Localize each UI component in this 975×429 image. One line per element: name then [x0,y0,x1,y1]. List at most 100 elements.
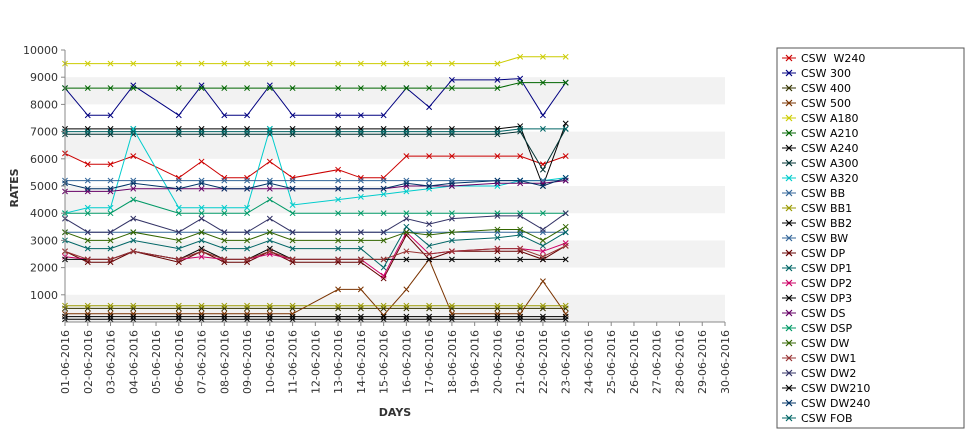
legend-marker [785,114,793,122]
data-point [357,305,364,312]
legend-marker [785,69,793,77]
data-point [448,153,455,160]
legend-label: CSW A180 [801,112,859,125]
x-tick-label: 05-06-2016 [150,330,163,394]
series-line [65,128,566,133]
data-point [198,125,205,132]
legend-marker [785,384,793,392]
data-point [357,174,364,181]
legend-label: CSW BB2 [801,217,852,230]
data-point [357,210,364,217]
data-point [539,125,546,132]
data-point [494,212,501,219]
data-point [357,313,364,320]
data-point [403,177,410,184]
series [62,316,569,323]
data-point [107,131,114,138]
data-point [380,185,387,192]
data-point [244,177,251,184]
data-point [448,313,455,320]
data-point [335,185,342,192]
data-point [494,180,501,187]
legend-item: CSW DP2 [782,277,852,290]
data-point [426,210,433,217]
data-point [494,234,501,241]
data-point [380,302,387,309]
data-point [517,232,524,238]
series-line [65,258,567,316]
series-layer [62,53,569,323]
data-point [539,112,546,119]
data-point [562,53,569,60]
legend-marker [785,249,793,257]
data-point [107,259,114,266]
data-point [84,237,91,244]
series [62,53,569,67]
data-point [198,248,205,255]
legend-marker [785,264,793,272]
data-point [175,305,182,312]
data-point [289,229,296,236]
y-axis-ticks: 1000 2000 3000 4000 5000 6000 7000 8000 9000 1000… [23,44,65,302]
data-point [426,256,433,263]
data-point [244,112,251,119]
data-point [357,256,364,263]
data-point [266,237,273,244]
data-point [175,259,182,266]
data-point [403,85,410,92]
data-point [426,128,433,135]
data-point [107,210,114,217]
data-point [426,305,433,312]
data-point [539,242,546,249]
data-point [175,125,182,132]
data-point [335,302,342,309]
legend-item: CSW DW240 [782,397,870,410]
data-point [244,185,251,192]
data-point [198,302,205,309]
data-point [107,125,114,132]
x-tick-label: 28-06-2016 [673,330,686,394]
data-point [562,120,569,127]
series [62,125,569,135]
legend-item: CSW FOB [782,412,853,425]
data-point [266,125,273,132]
data-point [539,316,546,323]
series [62,223,569,271]
data-point [562,313,569,320]
data-point [539,79,546,86]
data-point [448,237,455,244]
data-point [335,313,342,320]
data-point [221,125,228,132]
x-tick-label: 11-06-2016 [287,330,300,394]
data-point [289,316,296,323]
data-point [175,177,182,184]
data-point [539,210,546,217]
grid-band [65,77,725,105]
data-point [107,313,114,320]
x-tick-label: 17-06-2016 [423,330,436,394]
data-point [494,128,501,135]
y-tick-label: 8000 [30,98,58,111]
data-point [175,302,182,309]
x-tick-label: 13-06-2016 [332,330,345,394]
data-point [266,60,273,67]
legend-item: CSW A320 [782,172,859,185]
data-point [448,248,455,255]
data-point [130,85,137,92]
data-point [357,131,364,138]
data-point [539,237,546,244]
data-point [266,313,273,320]
data-point [175,310,182,317]
data-point [130,125,137,132]
data-point [221,259,228,266]
data-point [84,229,91,236]
data-point [266,196,273,203]
legend-marker [785,324,793,332]
series [62,305,569,312]
legend-marker [785,99,793,107]
data-point [357,316,364,323]
legend-label: CSW A210 [801,127,859,140]
data-point [403,188,410,195]
data-point [266,229,273,236]
legend-label: CSW BB [801,187,845,200]
